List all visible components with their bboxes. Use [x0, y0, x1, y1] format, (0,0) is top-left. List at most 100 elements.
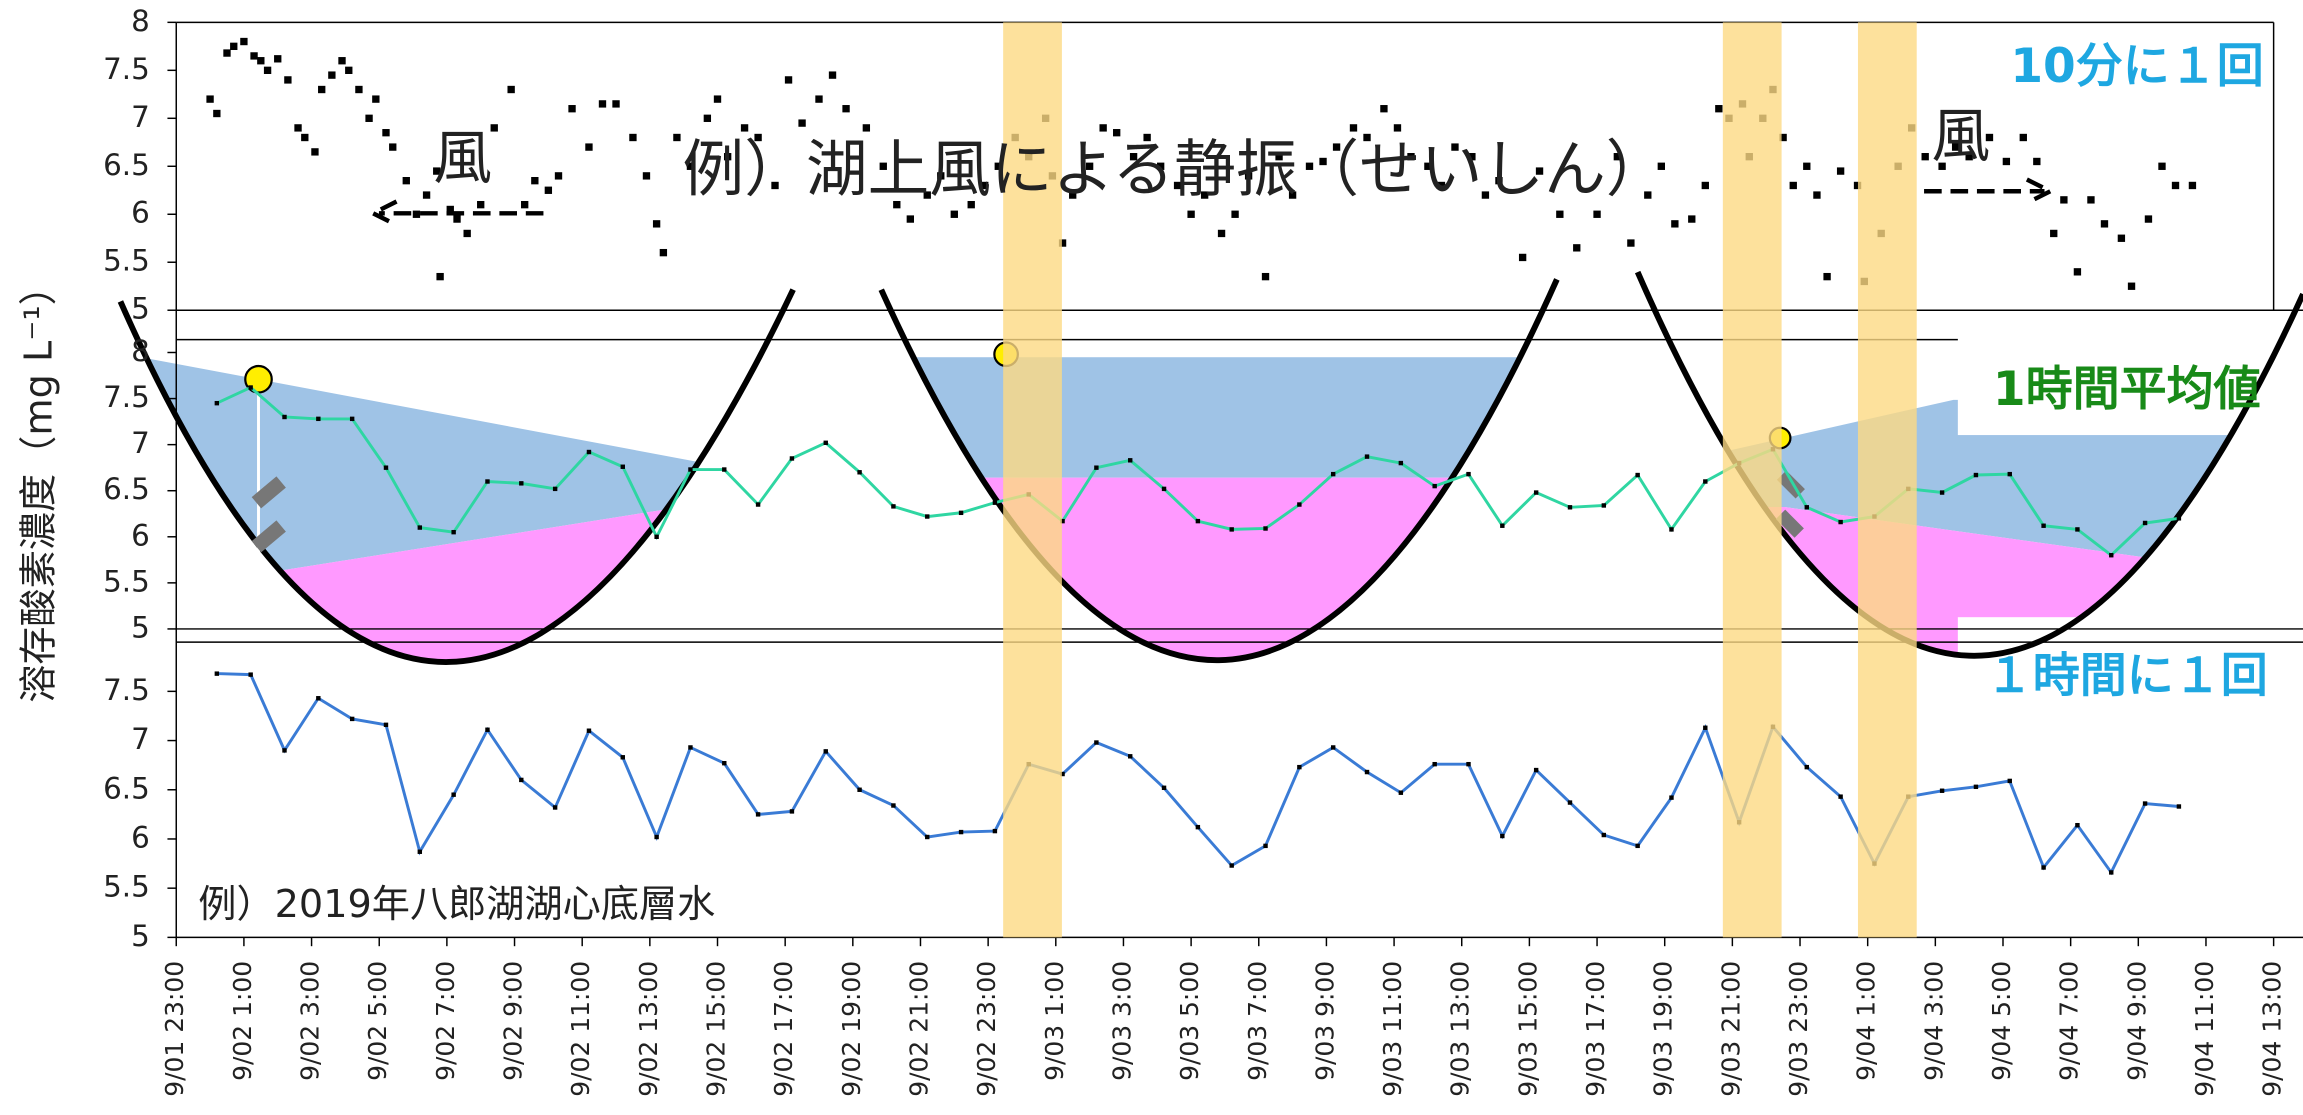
marker [1703, 479, 1707, 483]
marker [1297, 765, 1301, 769]
marker [722, 761, 726, 765]
point [355, 86, 362, 93]
marker [1669, 527, 1673, 531]
point [531, 177, 538, 184]
marker [2109, 553, 2113, 557]
marker [1669, 795, 1673, 799]
point [1671, 220, 1678, 227]
marker [1331, 745, 1335, 749]
point [863, 124, 870, 131]
marker [1940, 490, 1944, 494]
marker [790, 456, 794, 460]
marker [1432, 484, 1436, 488]
point [318, 86, 325, 93]
marker [2177, 516, 2181, 520]
x-tick-label: 9/02 5:00 [363, 961, 392, 1081]
point [257, 57, 264, 64]
x-tick-label: 9/04 5:00 [1987, 961, 2016, 1081]
x-tick-label: 9/03 15:00 [1513, 961, 1542, 1097]
point [264, 67, 271, 74]
point [2118, 235, 2125, 242]
marker [587, 450, 591, 454]
point [250, 52, 257, 59]
y-tick-label: 5.5 [103, 564, 150, 598]
marker [1838, 520, 1842, 524]
marker [688, 745, 692, 749]
x-tick-label: 9/02 21:00 [904, 961, 933, 1097]
marker [1602, 503, 1606, 507]
point [453, 215, 460, 222]
marker [857, 470, 861, 474]
x-tick-label: 9/03 17:00 [1581, 961, 1610, 1097]
point [274, 55, 281, 62]
marker [1805, 765, 1809, 769]
highlight-band [1723, 22, 1782, 937]
x-tick-label: 9/02 1:00 [228, 961, 257, 1081]
marker [316, 696, 320, 700]
marker [384, 465, 388, 469]
point [741, 124, 748, 131]
marker [2008, 779, 2012, 783]
y-tick-label: 6.5 [103, 771, 150, 805]
marker [1602, 833, 1606, 837]
page: {"chart_data":[ {"type":"scatter","name"… [0, 0, 2303, 1115]
x-tick-label: 9/04 1:00 [1852, 961, 1881, 1081]
point [301, 134, 308, 141]
annotation: 例）湖上風による静振（せいしん） [683, 134, 1668, 206]
marker [2075, 527, 2079, 531]
point [829, 71, 836, 78]
point [345, 67, 352, 74]
point [1803, 163, 1810, 170]
marker [248, 385, 252, 389]
point [2050, 230, 2057, 237]
point [815, 95, 822, 102]
marker [215, 671, 219, 675]
marker [2177, 804, 2181, 808]
marker [756, 812, 760, 816]
point [798, 119, 805, 126]
marker [1635, 844, 1639, 848]
y-tick-label: 5 [131, 919, 150, 953]
marker [993, 829, 997, 833]
panel-label: 10分に１回 [2010, 39, 2263, 94]
y-tick-label: 6.5 [103, 148, 150, 182]
point [507, 86, 514, 93]
point [338, 57, 345, 64]
point [1231, 211, 1238, 218]
x-tick-label: 9/02 17:00 [769, 961, 798, 1097]
marker [587, 729, 591, 733]
y-tick-label: 6 [131, 820, 150, 854]
x-tick-label: 9/03 19:00 [1649, 961, 1678, 1097]
x-tick-label: 9/04 11:00 [2190, 961, 2219, 1097]
point [643, 172, 650, 179]
marker [1399, 461, 1403, 465]
point [311, 148, 318, 155]
y-tick-label: 6 [131, 196, 150, 230]
y-tick-label: 6 [131, 518, 150, 552]
marker [1838, 794, 1842, 798]
point [545, 187, 552, 194]
point [477, 201, 484, 208]
marker [1940, 789, 1944, 793]
point [1394, 124, 1401, 131]
marker [1568, 800, 1572, 804]
point [423, 191, 430, 198]
marker [384, 723, 388, 727]
y-tick-label: 6.5 [103, 472, 150, 506]
point [2074, 268, 2081, 275]
point [1593, 211, 1600, 218]
marker [654, 835, 658, 839]
x-tick-label: 9/03 23:00 [1784, 961, 1813, 1097]
note: 例）2019年八郎湖湖心底層水 [198, 883, 715, 927]
point [2087, 196, 2094, 203]
point [1187, 211, 1194, 218]
marker [1331, 472, 1335, 476]
point [372, 95, 379, 102]
marker [282, 415, 286, 419]
point [1688, 215, 1695, 222]
point [284, 76, 291, 83]
marker [485, 479, 489, 483]
marker [2075, 823, 2079, 827]
y-tick-label: 7.5 [103, 52, 150, 86]
marker [824, 749, 828, 753]
